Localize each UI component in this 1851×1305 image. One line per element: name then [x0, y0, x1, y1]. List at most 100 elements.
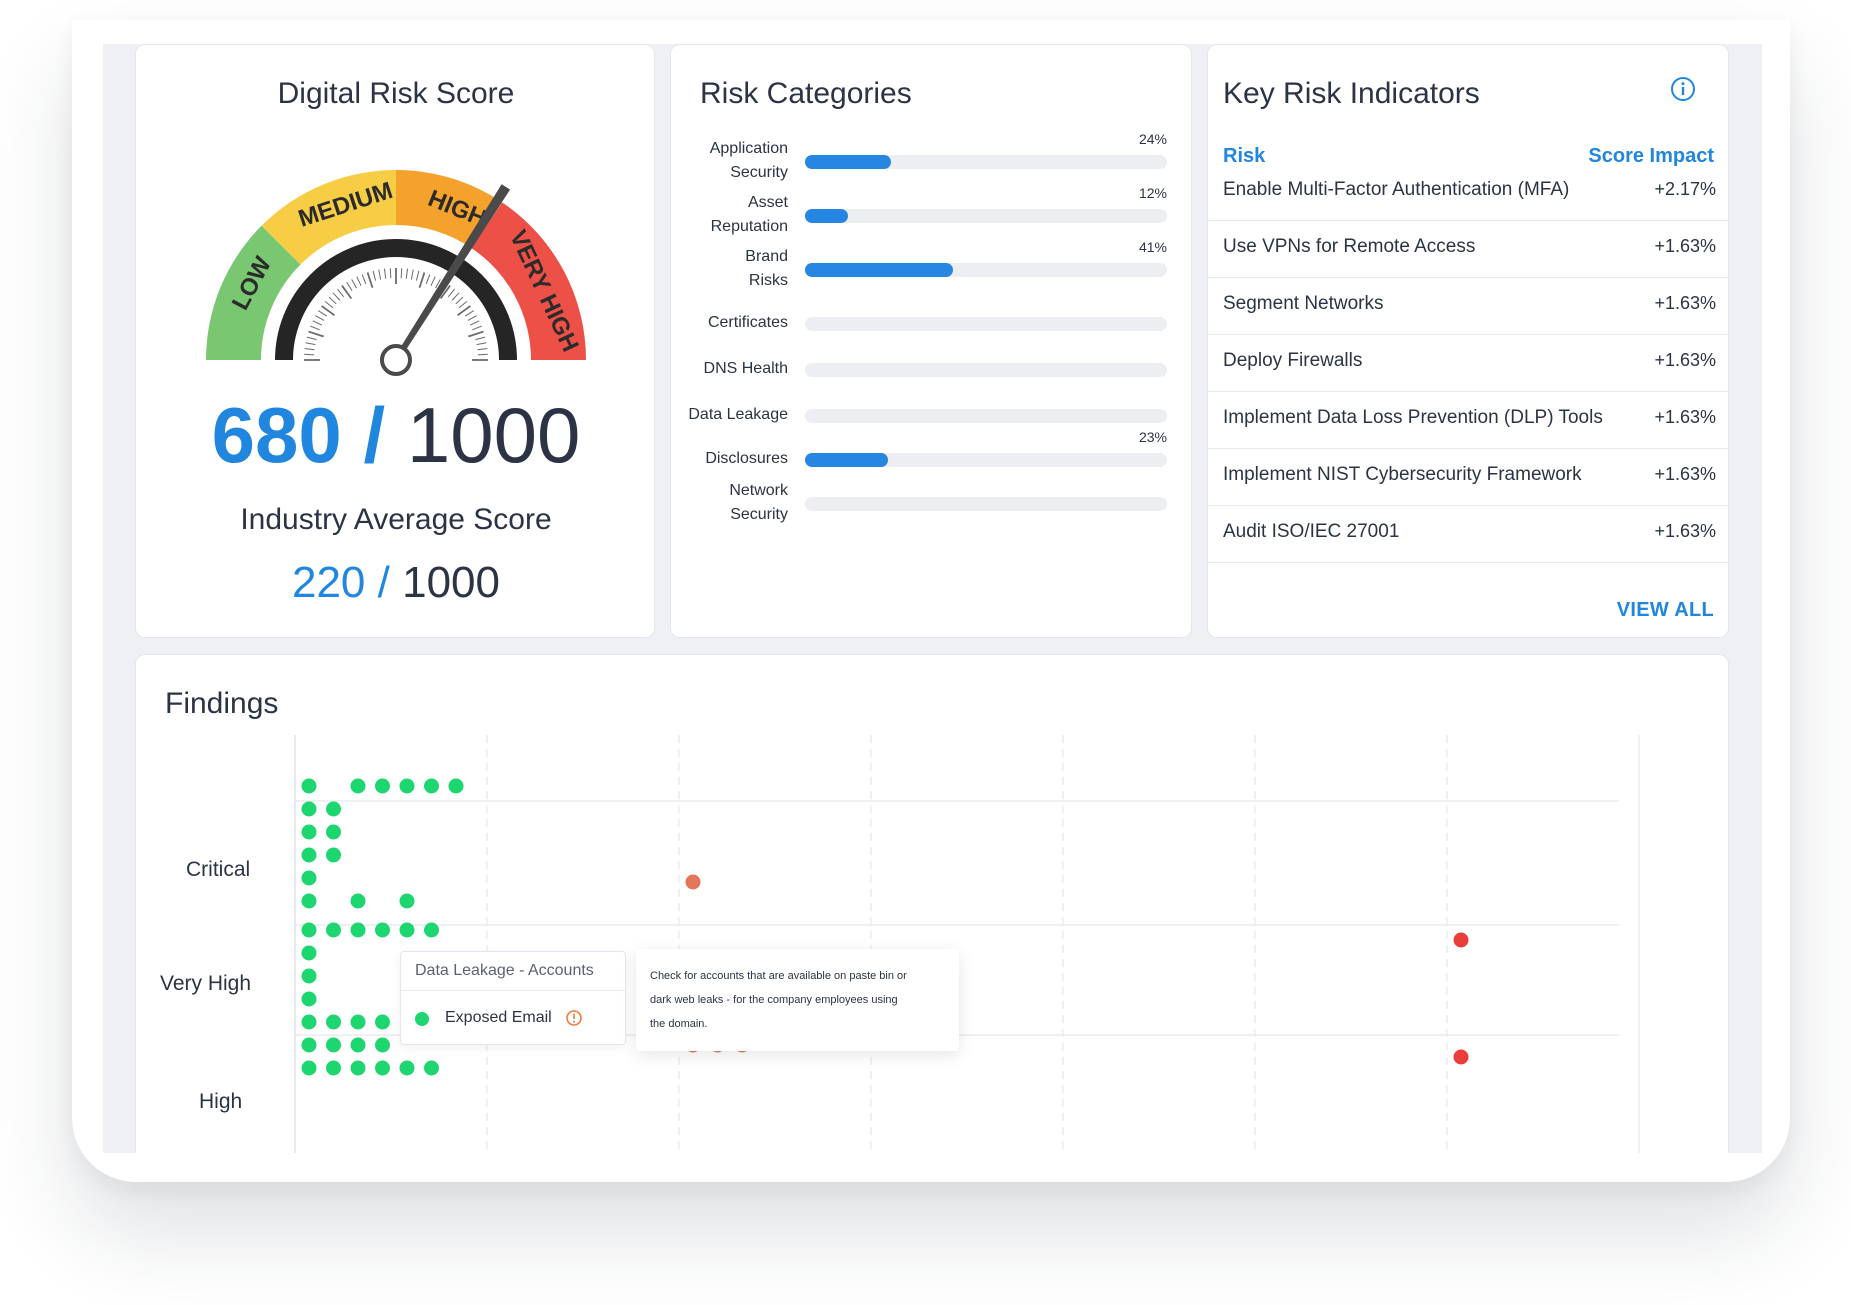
risk-category-bar-track: [805, 497, 1167, 511]
gauge-tick: [304, 353, 315, 356]
kri-score-impact: +1.63%: [1654, 350, 1716, 370]
risk-category-row[interactable]: Network Security: [671, 479, 1193, 539]
gauge-tick: [321, 305, 336, 317]
gauge-band-medium: [261, 170, 396, 265]
finding-dot: [448, 778, 464, 794]
kri-risk-name: Segment Networks: [1223, 293, 1384, 314]
kri-row[interactable]: Deploy Firewalls +1.63%: [1208, 334, 1730, 392]
kri-row[interactable]: Implement NIST Cybersecurity Framework +1…: [1208, 448, 1730, 506]
finding-dot: [326, 922, 341, 938]
finding-dot: [1453, 932, 1469, 948]
risk-category-row[interactable]: Asset Reputation 12%: [671, 185, 1193, 251]
digital-risk-score-card: Digital Risk Score LOW MEDIUM HIGH VERY HIG…: [135, 44, 655, 638]
gauge-band-low: [206, 225, 301, 360]
gauge-tick: [415, 270, 420, 281]
findings-chart: [294, 735, 1640, 1153]
risk-category-row[interactable]: Disclosures 23%: [671, 429, 1193, 495]
finding-dot: [301, 1060, 317, 1076]
gauge-tick: [351, 279, 357, 289]
finding-dot: [350, 1060, 366, 1076]
gauge-tick: [318, 310, 328, 317]
risk-category-row[interactable]: Data Leakage: [671, 391, 1193, 451]
kri-score-impact: +2.17%: [1654, 179, 1716, 199]
gauge-tick: [372, 270, 377, 281]
risk-category-percent: 12%: [1138, 185, 1167, 201]
kri-risk-name: Implement Data Loss Prevention (DLP) Too…: [1223, 407, 1603, 428]
gauge-needle-hub: [380, 344, 412, 376]
gauge-needle: [400, 184, 511, 350]
score-impact-column-header: Score Impact: [1588, 145, 1714, 167]
kri-risk-name: Use VPNs for Remote Access: [1223, 236, 1476, 257]
gauge-tick: [475, 336, 486, 341]
risk-category-bar-fill: [805, 155, 892, 169]
risk-categories-card: Risk Categories Application Security 24% As…: [670, 44, 1192, 638]
gauge-tick: [336, 288, 345, 298]
finding-dot: [375, 1060, 390, 1076]
kri-risk-name: Implement NIST Cybersecurity Framework: [1223, 464, 1582, 485]
tooltip-description-line: dark web leaks - for the company employe…: [650, 994, 898, 1006]
gauge-band-very-high: [471, 202, 586, 360]
finding-dot: [326, 801, 341, 817]
info-icon[interactable]: [1670, 76, 1696, 102]
risk-category-row[interactable]: Application Security 24%: [671, 131, 1193, 197]
finding-dot: [326, 1014, 341, 1030]
gauge-tick: [378, 269, 382, 280]
gauge-tick: [439, 285, 451, 300]
kri-row[interactable]: Segment Networks +1.63%: [1208, 277, 1730, 335]
gauge-tick: [477, 347, 488, 351]
risk-category-bar-track: [805, 155, 1167, 169]
score-max: 1000: [406, 391, 581, 479]
gauge-tick: [315, 315, 325, 321]
risk-category-bar-track: [805, 317, 1167, 331]
finding-dot: [301, 778, 317, 794]
kri-row[interactable]: Enable Multi-Factor Authentication (MFA)…: [1208, 163, 1730, 221]
kri-score-impact: +1.63%: [1654, 521, 1716, 541]
risk-category-label: Disclosures: [705, 450, 788, 467]
finding-dot: [350, 1037, 366, 1053]
gauge-tick: [418, 272, 426, 288]
gauge-tick: [476, 342, 487, 346]
gauge-tick: [312, 320, 323, 326]
gauge-tick: [467, 315, 477, 321]
risk-column-header: Risk: [1223, 145, 1266, 167]
gauge-tick: [447, 288, 456, 298]
gauge-tick: [305, 342, 316, 346]
findings-title: Findings: [165, 687, 279, 720]
finding-tooltip: Data Leakage - Accounts Exposed Email: [400, 951, 626, 1045]
warning-info-icon[interactable]: [565, 1009, 583, 1027]
gauge-tick: [366, 272, 374, 288]
risk-category-bar-fill: [805, 263, 953, 277]
finding-dot: [399, 893, 415, 909]
finding-dot: [685, 874, 701, 890]
finding-dot: [301, 870, 317, 886]
finding-dot: [301, 847, 317, 863]
score-separator: /: [363, 391, 386, 479]
risk-category-row[interactable]: DNS Health: [671, 345, 1193, 405]
risk-category-row[interactable]: Certificates: [671, 299, 1193, 359]
view-all-link[interactable]: VIEW ALL: [1616, 599, 1714, 621]
digital-risk-score-title: Digital Risk Score: [277, 77, 515, 110]
tooltip-item-label[interactable]: Exposed Email: [445, 1009, 552, 1026]
finding-dot: [301, 922, 317, 938]
kri-row[interactable]: Audit ISO/IEC 27001 +1.63%: [1208, 505, 1730, 563]
industry-average-value: 220: [291, 558, 366, 607]
risk-category-row[interactable]: Brand Risks 41%: [671, 239, 1193, 305]
risk-category-percent: 41%: [1138, 239, 1167, 255]
gauge-tick: [472, 325, 482, 331]
finding-dot: [350, 893, 366, 909]
risk-category-label: Certificates: [707, 314, 788, 331]
finding-dot: [375, 922, 390, 938]
finding-dot: [301, 1014, 317, 1030]
finding-dot: [375, 1037, 390, 1053]
gauge-tick: [451, 292, 460, 301]
kri-row[interactable]: Use VPNs for Remote Access +1.63%: [1208, 220, 1730, 278]
gauge-tick: [456, 305, 471, 317]
kri-score-impact: +1.63%: [1654, 407, 1716, 427]
gauge-tick: [304, 347, 315, 351]
risk-category-bar-fill: [805, 453, 888, 467]
risk-category-label: Network Security: [729, 482, 788, 523]
kri-row[interactable]: Implement Data Loss Prevention (DLP) Too…: [1208, 391, 1730, 449]
gauge-tick: [477, 353, 488, 356]
tooltip-description-line: the domain.: [650, 1018, 708, 1030]
